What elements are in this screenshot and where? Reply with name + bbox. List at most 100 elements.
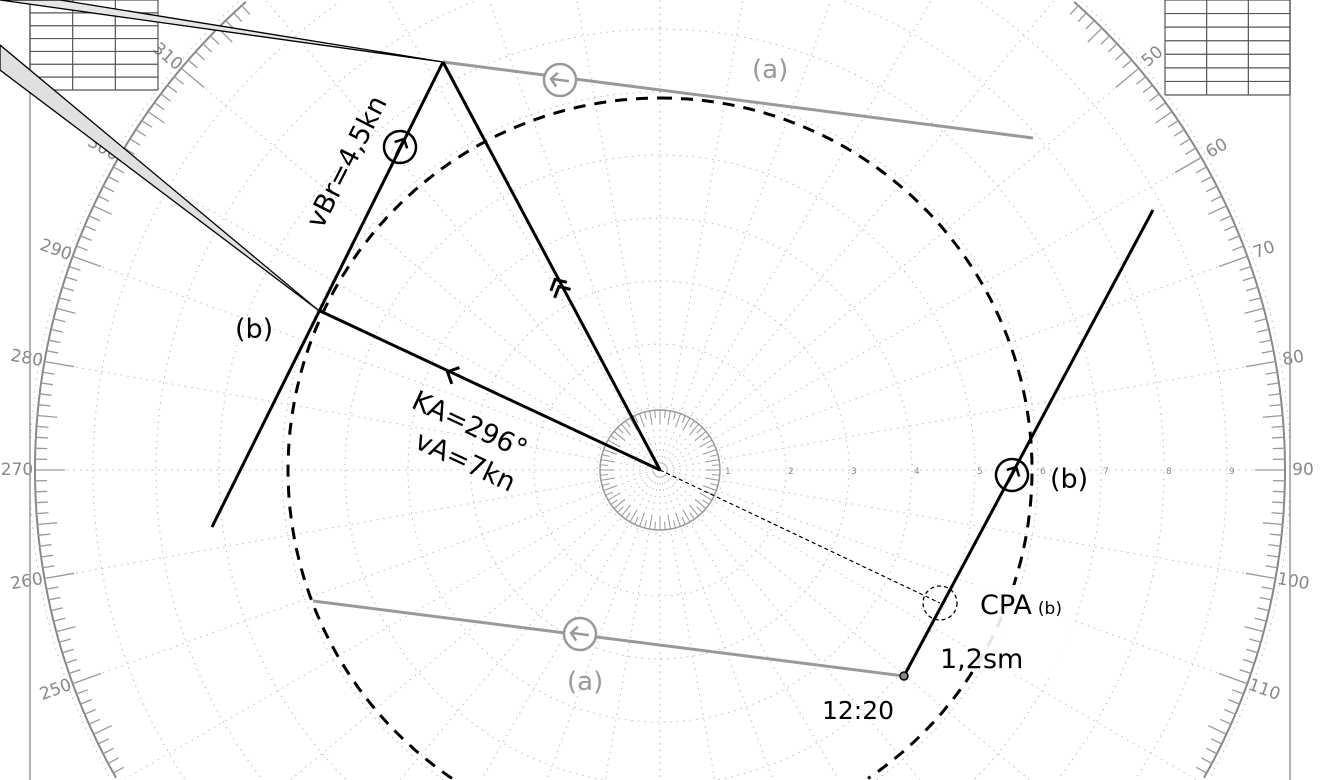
rose-tick bbox=[699, 492, 713, 501]
bearing-line bbox=[266, 0, 661, 471]
compass-tick bbox=[135, 129, 147, 137]
rose-tick bbox=[649, 410, 653, 425]
range-label: 4 bbox=[914, 467, 920, 477]
rose-tick bbox=[710, 453, 719, 458]
rose-tick bbox=[681, 415, 686, 424]
compass-tick bbox=[173, 76, 185, 85]
ruler-edge-left bbox=[0, 44, 319, 311]
vbr-label: vBr=4,5kn bbox=[301, 91, 394, 233]
compass-tick bbox=[39, 544, 52, 547]
rose-tick bbox=[689, 420, 695, 428]
compass-tick bbox=[1232, 245, 1244, 251]
bearing-line bbox=[45, 361, 661, 471]
rose-tick bbox=[600, 477, 615, 481]
compass-tick bbox=[40, 382, 54, 386]
own-ship-vector bbox=[317, 308, 661, 472]
compass-tick bbox=[1259, 339, 1272, 344]
true-vector-b bbox=[441, 61, 662, 471]
compass-tick bbox=[76, 689, 88, 695]
compass-tick bbox=[1262, 522, 1283, 526]
compass-tick bbox=[1254, 617, 1267, 622]
rose-tick bbox=[664, 521, 666, 530]
rose-tick bbox=[682, 509, 691, 523]
bearing-label: 90 bbox=[1292, 460, 1314, 480]
compass-tick bbox=[1249, 638, 1261, 643]
rose-tick bbox=[600, 464, 609, 466]
bearing-line bbox=[659, 0, 832, 471]
rose-tick bbox=[667, 515, 671, 530]
compass-tick bbox=[1272, 501, 1285, 504]
compass-tick bbox=[167, 84, 178, 94]
compass-tick bbox=[1218, 672, 1248, 685]
compass-tick bbox=[1261, 350, 1274, 354]
rose-tick bbox=[654, 410, 656, 419]
compass-tick bbox=[46, 350, 59, 354]
compass-tick bbox=[1087, 27, 1103, 43]
rose-tick bbox=[629, 417, 638, 431]
compass-tick bbox=[84, 225, 96, 232]
compass-tick bbox=[80, 699, 92, 705]
compass-tick bbox=[37, 522, 58, 526]
rose-tick bbox=[639, 513, 645, 527]
compass-tick bbox=[1205, 747, 1218, 755]
rose-tick bbox=[675, 413, 681, 427]
bearing-label: 60 bbox=[1202, 134, 1231, 162]
compass-tick bbox=[1107, 43, 1118, 53]
compass-tick bbox=[1257, 607, 1270, 612]
rose-tick bbox=[654, 521, 656, 530]
compass-tick bbox=[1265, 565, 1278, 569]
compass-tick bbox=[65, 276, 78, 282]
rose-tick bbox=[601, 482, 610, 487]
bearing-line bbox=[119, 157, 661, 471]
compass-tick bbox=[44, 360, 75, 368]
compass-tick bbox=[1219, 718, 1232, 725]
a-label-bottom: (a) bbox=[567, 667, 603, 697]
compass-tick bbox=[1245, 572, 1276, 580]
rose-tick bbox=[610, 499, 618, 505]
range-label: 2 bbox=[788, 467, 794, 477]
rose-tick bbox=[610, 435, 618, 441]
compass-tick bbox=[1239, 668, 1252, 675]
rose-tick bbox=[603, 485, 617, 491]
rose-tick bbox=[613, 431, 626, 441]
compass-tick bbox=[1244, 625, 1264, 633]
compass-tick bbox=[1265, 371, 1278, 375]
compass-tick bbox=[1268, 393, 1281, 396]
bearing-line bbox=[659, 469, 1030, 780]
rose-tick bbox=[689, 504, 699, 517]
compass-tick bbox=[72, 672, 102, 685]
bearing-line bbox=[659, 469, 921, 780]
compass-tick bbox=[1228, 699, 1240, 705]
compass-tick bbox=[1218, 255, 1248, 268]
compass-tick bbox=[1210, 195, 1223, 202]
compass-tick bbox=[93, 205, 112, 215]
rose-tick bbox=[694, 499, 707, 509]
compass-tick bbox=[1167, 119, 1179, 128]
compass-tick bbox=[102, 747, 115, 755]
compass-tick bbox=[1149, 93, 1160, 102]
compass-tick bbox=[1155, 110, 1173, 124]
rose-tick bbox=[703, 485, 717, 491]
compass-tick bbox=[1261, 586, 1274, 590]
rose-tick bbox=[634, 516, 639, 525]
compass-tick bbox=[1254, 318, 1267, 323]
compass-tick bbox=[1077, 12, 1087, 23]
bearing-label: 250 bbox=[37, 675, 74, 705]
time-label: 12:20 bbox=[822, 696, 894, 725]
compass-tick bbox=[53, 318, 66, 323]
compass-tick bbox=[1174, 156, 1202, 174]
bearing-line bbox=[399, 469, 661, 780]
bearing-label: 80 bbox=[1281, 347, 1306, 370]
bearing-line bbox=[73, 469, 661, 684]
compass-tick bbox=[1242, 276, 1255, 282]
compass-tick bbox=[1245, 360, 1276, 368]
rose-tick bbox=[702, 499, 710, 505]
range-label: 7 bbox=[1103, 467, 1109, 477]
compass-tick bbox=[1195, 166, 1207, 174]
bearing-line bbox=[659, 256, 1247, 471]
rose-tick bbox=[600, 459, 615, 463]
bearing-line bbox=[73, 256, 661, 471]
compass-tick bbox=[1239, 265, 1252, 272]
compass-tick bbox=[65, 658, 78, 664]
compass-tick bbox=[187, 59, 198, 69]
